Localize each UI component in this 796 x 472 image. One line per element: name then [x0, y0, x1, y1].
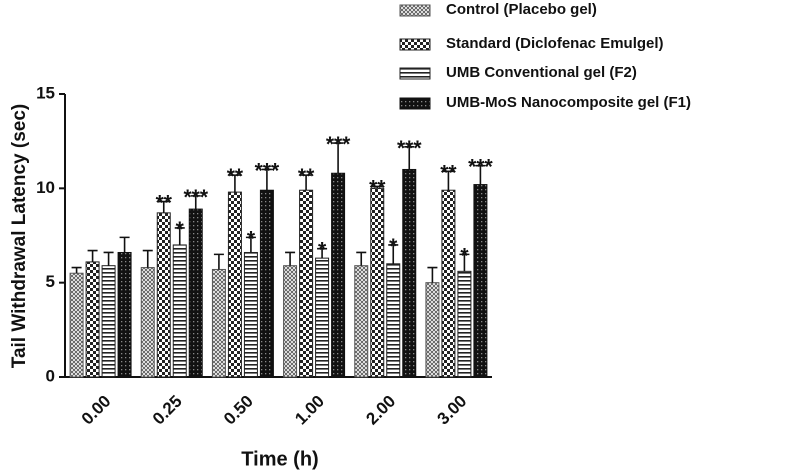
- error-bar: [103, 251, 114, 266]
- bar: [243, 251, 258, 378]
- error-bar: [356, 251, 367, 266]
- error-bar: [427, 266, 438, 283]
- bar: [117, 251, 132, 378]
- error-bar: [87, 249, 98, 262]
- bar: [259, 189, 274, 378]
- bar: [140, 267, 155, 378]
- error-bar: [245, 236, 256, 253]
- significance-label: *: [389, 235, 398, 258]
- error-bar: [119, 236, 130, 253]
- x-tick-label: 0.50: [220, 392, 257, 429]
- bar: [101, 265, 116, 378]
- bar: [331, 172, 346, 378]
- legend-swatch: [399, 97, 431, 110]
- bar: [69, 272, 84, 378]
- error-bar: [301, 174, 312, 191]
- error-bar: [190, 195, 201, 210]
- bar: [441, 189, 456, 378]
- significance-label: ***: [397, 137, 422, 160]
- bar: [227, 191, 242, 378]
- significance-label: **: [440, 161, 457, 184]
- bar: [370, 187, 385, 378]
- legend-swatch: [399, 67, 431, 80]
- error-bar: [475, 164, 486, 185]
- significance-label: *: [318, 239, 327, 262]
- x-tick-label: 0.25: [149, 392, 186, 429]
- significance-label: **: [369, 176, 386, 199]
- y-tick-label: 0: [46, 366, 55, 385]
- bar: [425, 282, 440, 378]
- bar: [299, 189, 314, 378]
- error-bar: [71, 266, 82, 274]
- error-bar: [372, 185, 383, 189]
- significance-label: *: [176, 218, 185, 241]
- x-tick-label: 1.00: [291, 392, 328, 429]
- legend-label: UMB-MoS Nanocomposite gel (F1): [446, 94, 691, 111]
- bar: [85, 261, 100, 378]
- y-tick-label: 15: [36, 83, 55, 102]
- x-axis-title: Time (h): [241, 448, 318, 470]
- error-bar: [404, 146, 415, 170]
- bar: [172, 244, 187, 378]
- error-bar: [459, 253, 470, 272]
- error-bar: [388, 244, 399, 264]
- significance-label: *: [247, 227, 256, 250]
- legend-swatch: [399, 4, 431, 17]
- error-bar: [285, 251, 296, 266]
- significance-label: **: [227, 165, 244, 188]
- error-bar: [213, 253, 224, 270]
- y-tick-label: 5: [46, 272, 55, 291]
- legend-label: Standard (Diclofenac Emulgel): [446, 35, 664, 52]
- bar: [473, 184, 488, 378]
- error-bar: [333, 142, 344, 174]
- x-tick-label: 2.00: [362, 392, 399, 429]
- bar: [188, 208, 203, 378]
- bar: [211, 268, 226, 378]
- significance-label: *: [460, 244, 469, 267]
- bar: [402, 168, 417, 378]
- bar: [283, 265, 298, 378]
- bar: [315, 257, 330, 378]
- significance-label: **: [156, 192, 173, 215]
- legend-swatch: [399, 38, 431, 51]
- bar: [354, 265, 369, 378]
- x-tick-label: 0.00: [78, 392, 115, 429]
- significance-label: ***: [468, 156, 493, 179]
- error-bar: [443, 170, 454, 191]
- y-axis-title: Tail Withdrawal Latency (sec): [9, 104, 30, 369]
- significance-label: ***: [183, 186, 208, 209]
- error-bar: [158, 200, 169, 213]
- error-bar: [229, 174, 240, 193]
- error-bar: [174, 227, 185, 245]
- y-tick-label: 10: [36, 178, 55, 197]
- bar: [457, 270, 472, 378]
- legend-label: UMB Conventional gel (F2): [446, 64, 637, 81]
- bar: [386, 263, 401, 378]
- legend-label: Control (Placebo gel): [446, 1, 597, 18]
- bar: [156, 212, 171, 378]
- error-bar: [142, 249, 153, 268]
- x-tick-label: 3.00: [434, 392, 471, 429]
- significance-label: ***: [255, 159, 280, 182]
- error-bar: [317, 247, 328, 259]
- significance-label: **: [298, 165, 315, 188]
- significance-label: ***: [326, 133, 351, 156]
- error-bar: [261, 168, 272, 191]
